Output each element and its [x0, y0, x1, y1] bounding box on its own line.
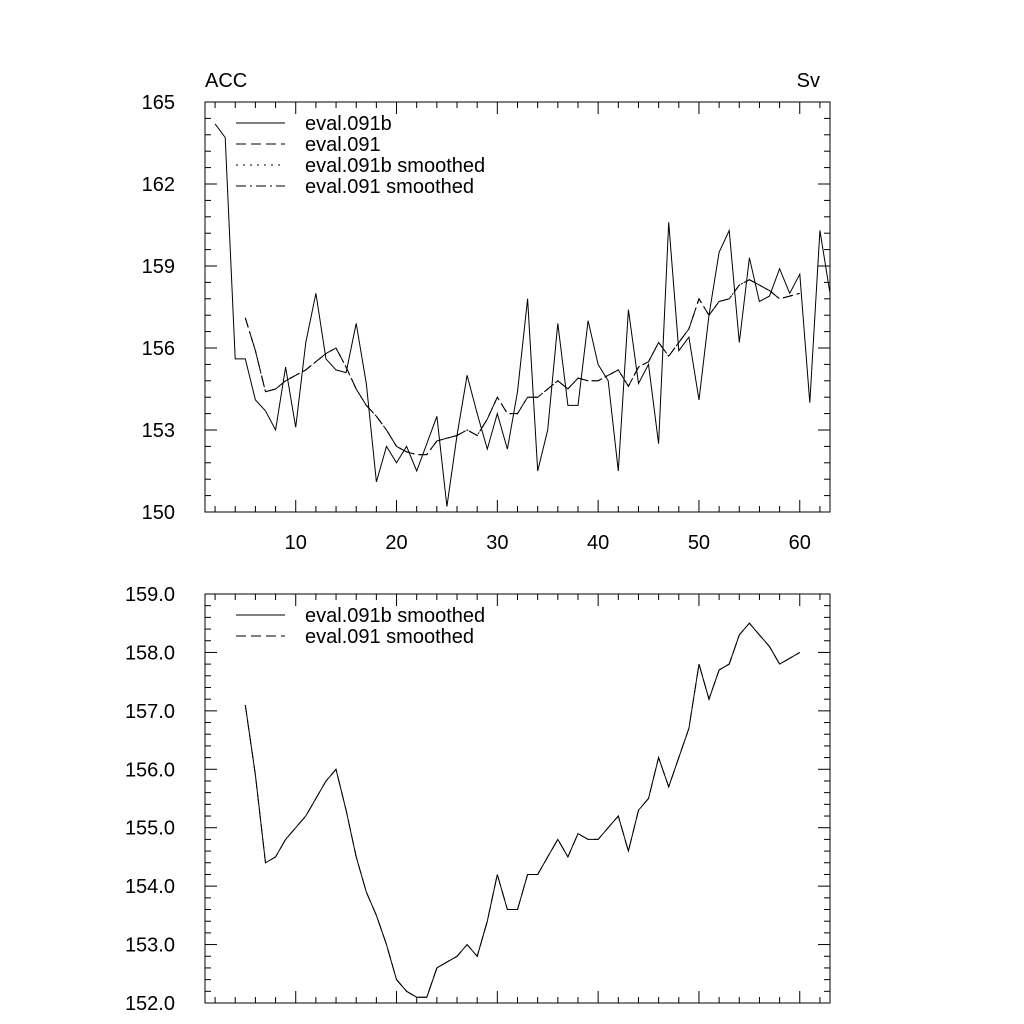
- y-tick-label: 162: [142, 174, 175, 196]
- y-tick-label: 158.0: [125, 642, 175, 664]
- series-line-2: [244, 279, 800, 456]
- y-tick-label: 153.0: [125, 935, 175, 957]
- plot-frame: [204, 593, 831, 1004]
- y-tick-label: 156.0: [125, 759, 175, 781]
- x-tick-label: 40: [587, 532, 609, 554]
- y-tick-label: 165: [142, 92, 175, 114]
- legend-label: eval.091b smoothed: [305, 155, 485, 177]
- y-tick-label: 150: [142, 502, 175, 524]
- x-tick-label: 10: [285, 532, 307, 554]
- y-tick-label: 155.0: [125, 818, 175, 840]
- legend-label: eval.091 smoothed: [305, 176, 474, 198]
- y-tick-label: 154.0: [125, 876, 175, 898]
- legend-label: eval.091: [305, 134, 381, 156]
- title-right: Sv: [797, 70, 820, 92]
- y-tick-label: 152.0: [125, 993, 175, 1015]
- y-tick-label: 156: [142, 338, 175, 360]
- y-tick-label: 157.0: [125, 701, 175, 723]
- series-line-0: [244, 622, 801, 998]
- legend-label: eval.091b smoothed: [305, 605, 485, 627]
- y-tick-label: 159.0: [125, 584, 175, 606]
- series-line-3: [244, 279, 800, 456]
- x-tick-label: 60: [789, 532, 811, 554]
- legend-label: eval.091b: [305, 113, 392, 135]
- legend-label: eval.091 smoothed: [305, 626, 474, 648]
- x-tick-label: 30: [486, 532, 508, 554]
- y-tick-label: 153: [142, 420, 175, 442]
- bottom-chart-panel: 152.0 153.0 154.0 155.0 156.0 157.0 158.0 159.0…: [125, 584, 831, 1015]
- title-left: ACC: [205, 70, 247, 92]
- series-line-0: [214, 123, 831, 507]
- x-tick-label: 20: [385, 532, 407, 554]
- series-line-1: [244, 622, 801, 998]
- y-tick-label: 159: [142, 256, 175, 278]
- top-chart-panel: 10 20 30 40 50 60 150 153 156 159 162 165 ACC Sv eval.…: [142, 70, 831, 554]
- x-tick-label: 50: [688, 532, 710, 554]
- series-line-1: [244, 279, 800, 456]
